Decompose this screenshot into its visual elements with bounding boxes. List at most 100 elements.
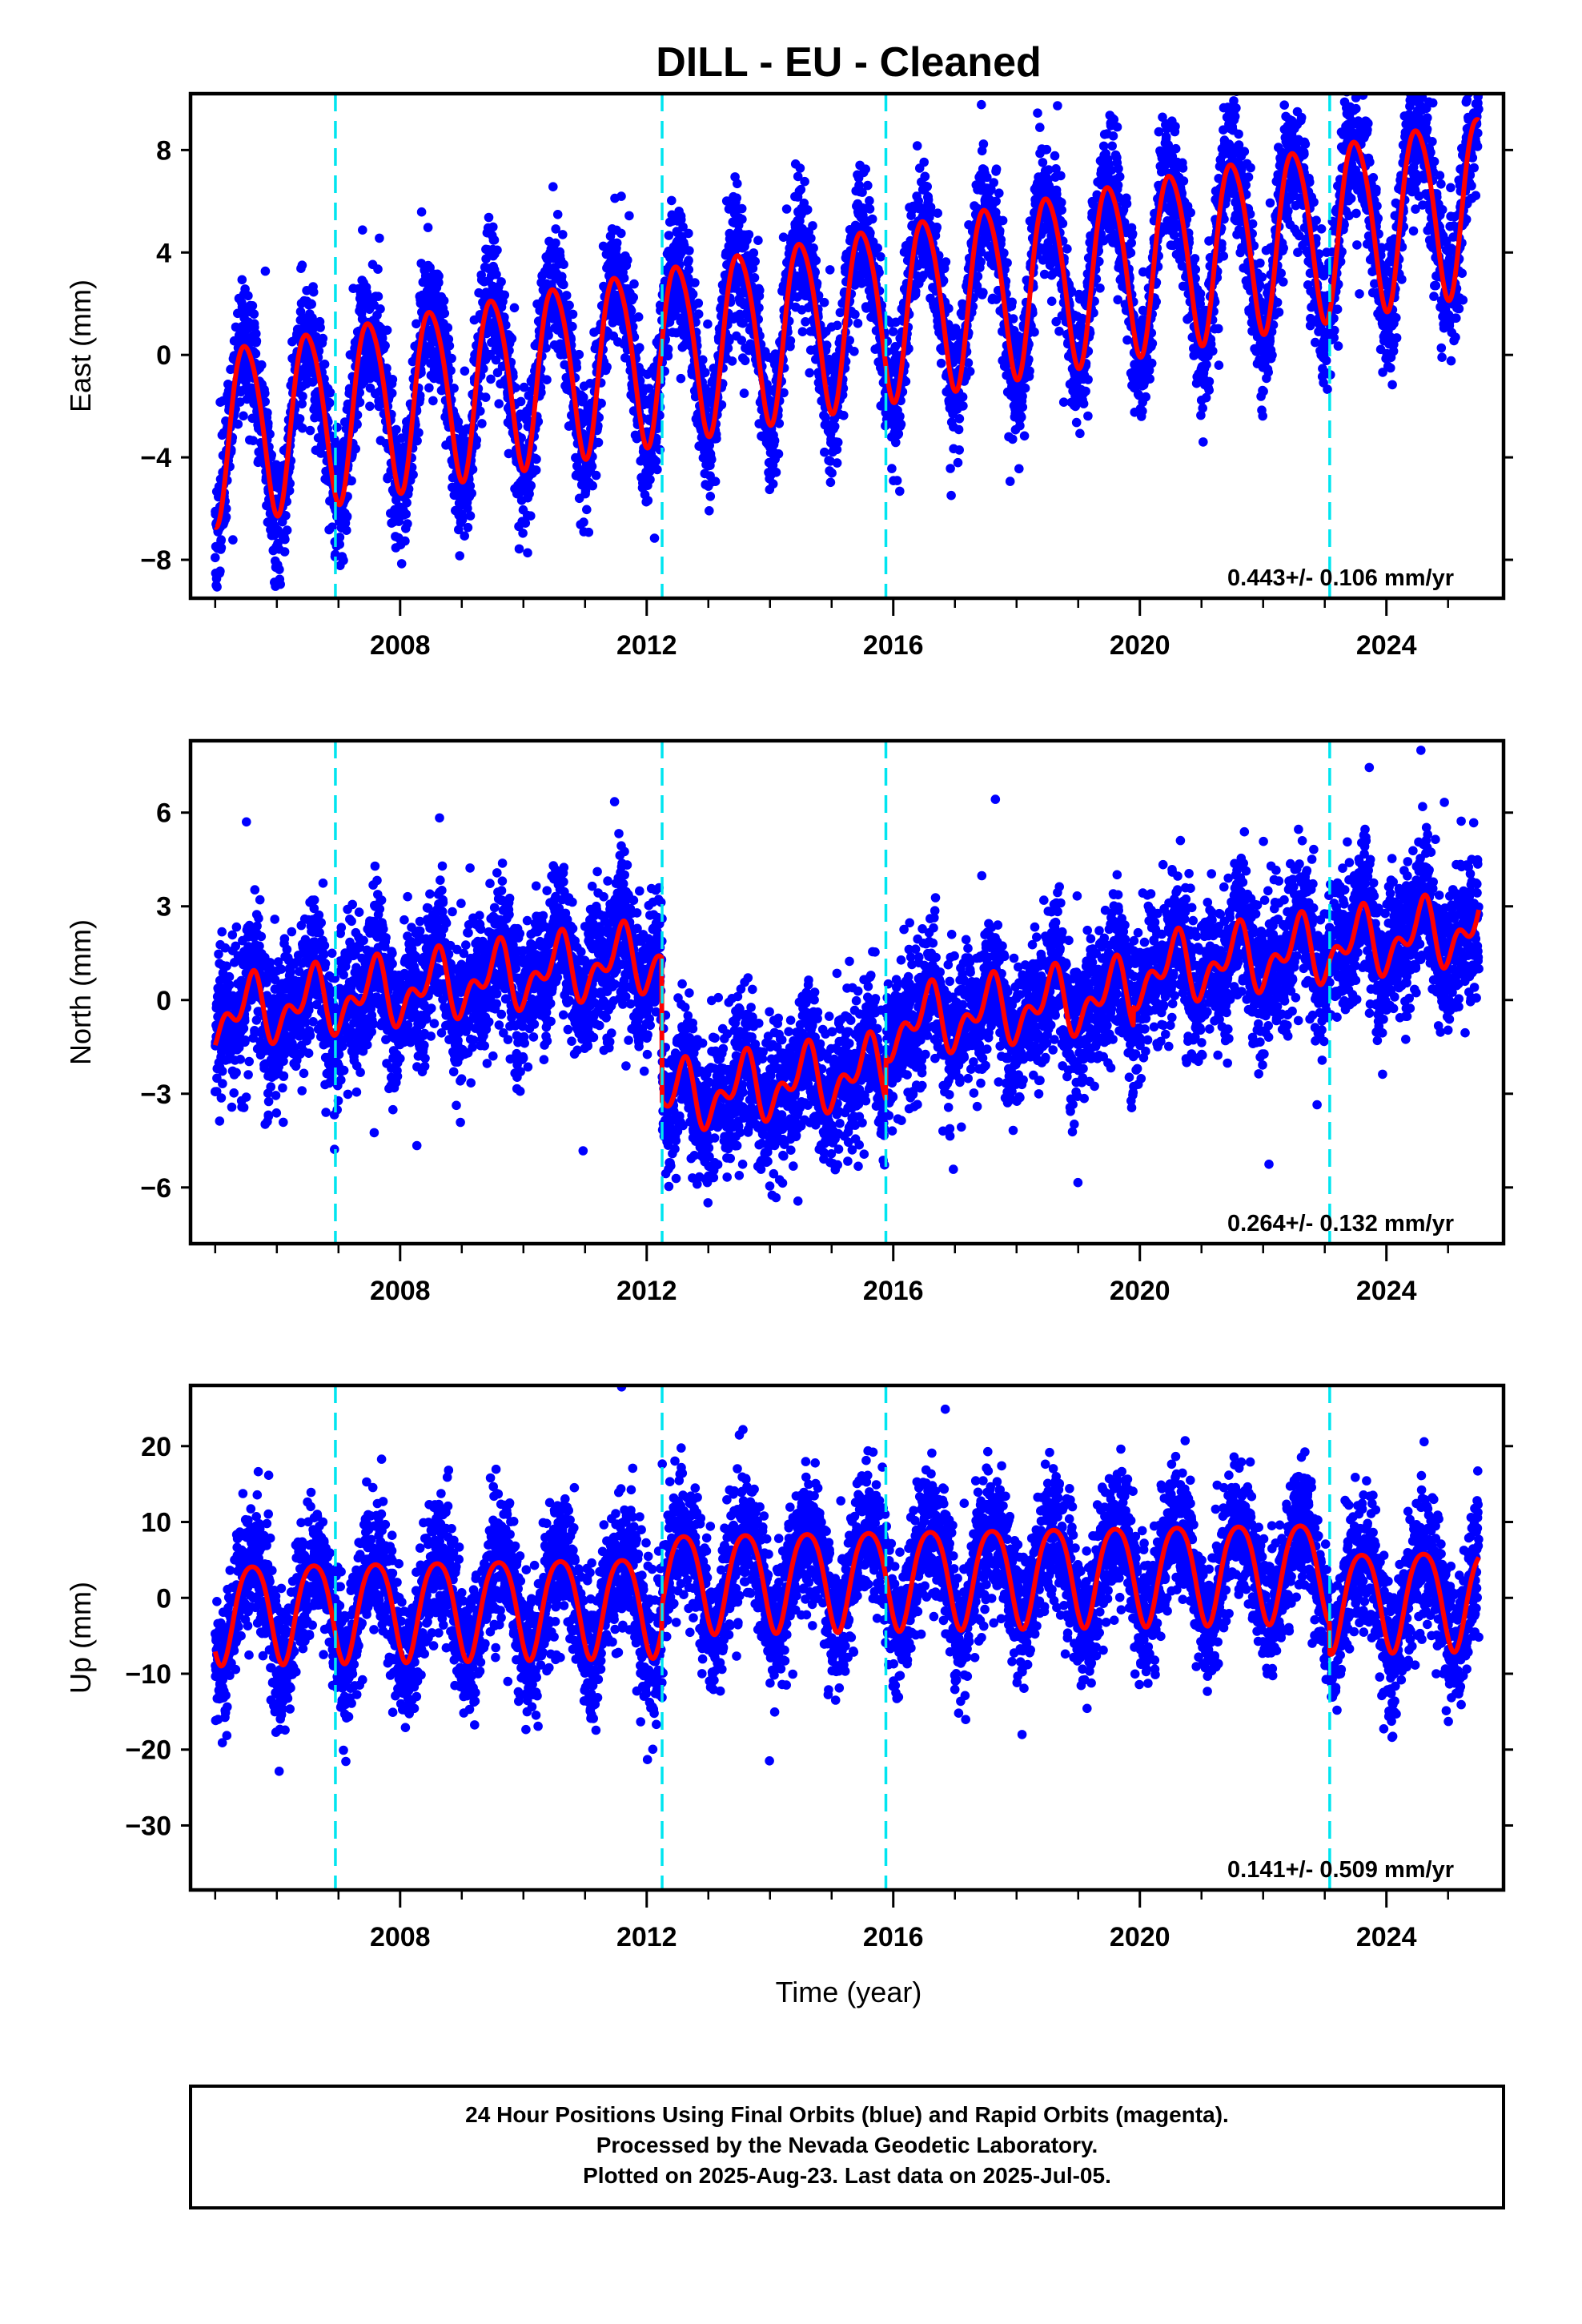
east-data-point xyxy=(808,221,817,231)
east-data-point xyxy=(690,278,700,287)
east-data-point xyxy=(1017,412,1026,422)
east-data-point xyxy=(375,233,384,243)
east-data-point xyxy=(1025,366,1034,376)
east-data-point xyxy=(797,327,808,337)
east-data-point xyxy=(941,257,951,267)
east-data-point xyxy=(832,458,842,468)
east-data-point xyxy=(559,279,568,290)
east-data-point xyxy=(408,469,418,480)
east-data-point xyxy=(705,492,716,501)
east-data-point xyxy=(579,392,588,403)
east-data-point xyxy=(1042,144,1052,155)
east-data-point xyxy=(701,368,710,378)
east-data-point xyxy=(1046,296,1057,307)
east-data-point xyxy=(377,333,387,344)
east-data-point xyxy=(809,243,818,253)
east-data-point xyxy=(753,235,763,246)
east-data-point xyxy=(315,323,325,332)
east-data-point xyxy=(1018,402,1028,412)
east-data-point xyxy=(564,300,574,311)
east-data-point xyxy=(280,534,290,545)
east-data-point xyxy=(703,319,713,329)
east-data-point xyxy=(463,522,473,533)
east-data-point xyxy=(645,475,655,485)
east-data-point xyxy=(447,353,456,364)
east-data-point xyxy=(616,191,626,201)
east-data-point xyxy=(616,228,626,239)
east-data-point xyxy=(676,373,686,384)
east-data-point xyxy=(579,517,588,527)
east-data-point xyxy=(619,273,629,283)
east-data-point xyxy=(1038,158,1048,167)
east-data-point xyxy=(548,182,558,191)
east-data-point xyxy=(820,447,829,457)
east-data-point xyxy=(739,388,749,398)
east-data-point xyxy=(223,380,233,389)
east-data-point xyxy=(977,99,986,110)
east-data-point xyxy=(507,334,517,344)
east-data-point xyxy=(965,367,975,376)
east-data-point xyxy=(492,245,502,255)
east-data-point xyxy=(1071,417,1082,428)
east-data-point xyxy=(867,214,877,224)
east-data-point xyxy=(811,255,821,266)
east-data-point xyxy=(247,301,258,311)
east-data-point xyxy=(976,257,986,267)
east-data-point xyxy=(891,437,901,448)
east-data-point xyxy=(467,489,476,498)
east-data-point xyxy=(749,273,760,283)
east-data-point xyxy=(1058,219,1068,228)
east-data-point xyxy=(496,277,506,287)
east-data-point xyxy=(693,309,704,320)
east-data-point xyxy=(998,215,1008,226)
east-data-point xyxy=(382,325,392,336)
east-data-point xyxy=(260,396,271,407)
east-data-point xyxy=(688,289,698,300)
east-data-point xyxy=(768,479,778,489)
east-data-point xyxy=(526,511,536,521)
east-data-point xyxy=(805,368,814,378)
east-data-point xyxy=(749,248,759,258)
east-data-point xyxy=(484,212,494,223)
east-data-point xyxy=(532,454,541,464)
east-data-point xyxy=(873,243,882,253)
east-data-point xyxy=(263,418,273,428)
east-data-point xyxy=(375,304,385,314)
east-data-point xyxy=(802,205,813,215)
east-data-point xyxy=(740,356,750,366)
east-data-point xyxy=(769,436,780,445)
east-data-point xyxy=(821,340,832,350)
east-data-point xyxy=(936,358,946,368)
east-data-point xyxy=(324,398,335,408)
east-data-point xyxy=(796,184,806,195)
east-data-point xyxy=(355,397,365,408)
east-data-point xyxy=(391,495,401,505)
east-data-point xyxy=(465,511,476,521)
east-data-point xyxy=(295,414,305,424)
east-data-point xyxy=(849,347,859,356)
east-data-point xyxy=(727,356,737,366)
east-data-point xyxy=(1053,101,1062,111)
east-data-point xyxy=(733,179,742,189)
east-data-point xyxy=(978,139,989,149)
east-data-point xyxy=(523,548,532,558)
east-data-point xyxy=(651,456,661,466)
east-data-point xyxy=(297,260,307,271)
east-data-point xyxy=(415,391,425,400)
east-data-point xyxy=(628,292,638,303)
east-data-point xyxy=(920,171,930,182)
east-data-point xyxy=(991,164,1002,174)
east-data-point xyxy=(833,437,843,448)
east-data-point xyxy=(221,512,231,522)
east-data-point xyxy=(588,480,597,491)
east-data-point xyxy=(991,196,1001,207)
east-data-point xyxy=(635,343,644,352)
east-data-point xyxy=(825,265,835,275)
east-data-point xyxy=(439,296,449,306)
east-data-point xyxy=(247,413,258,424)
east-data-point xyxy=(958,392,968,402)
east-data-point xyxy=(396,559,407,569)
east-data-point xyxy=(800,176,809,187)
east-data-point xyxy=(785,336,796,346)
east-data-point xyxy=(829,421,840,432)
